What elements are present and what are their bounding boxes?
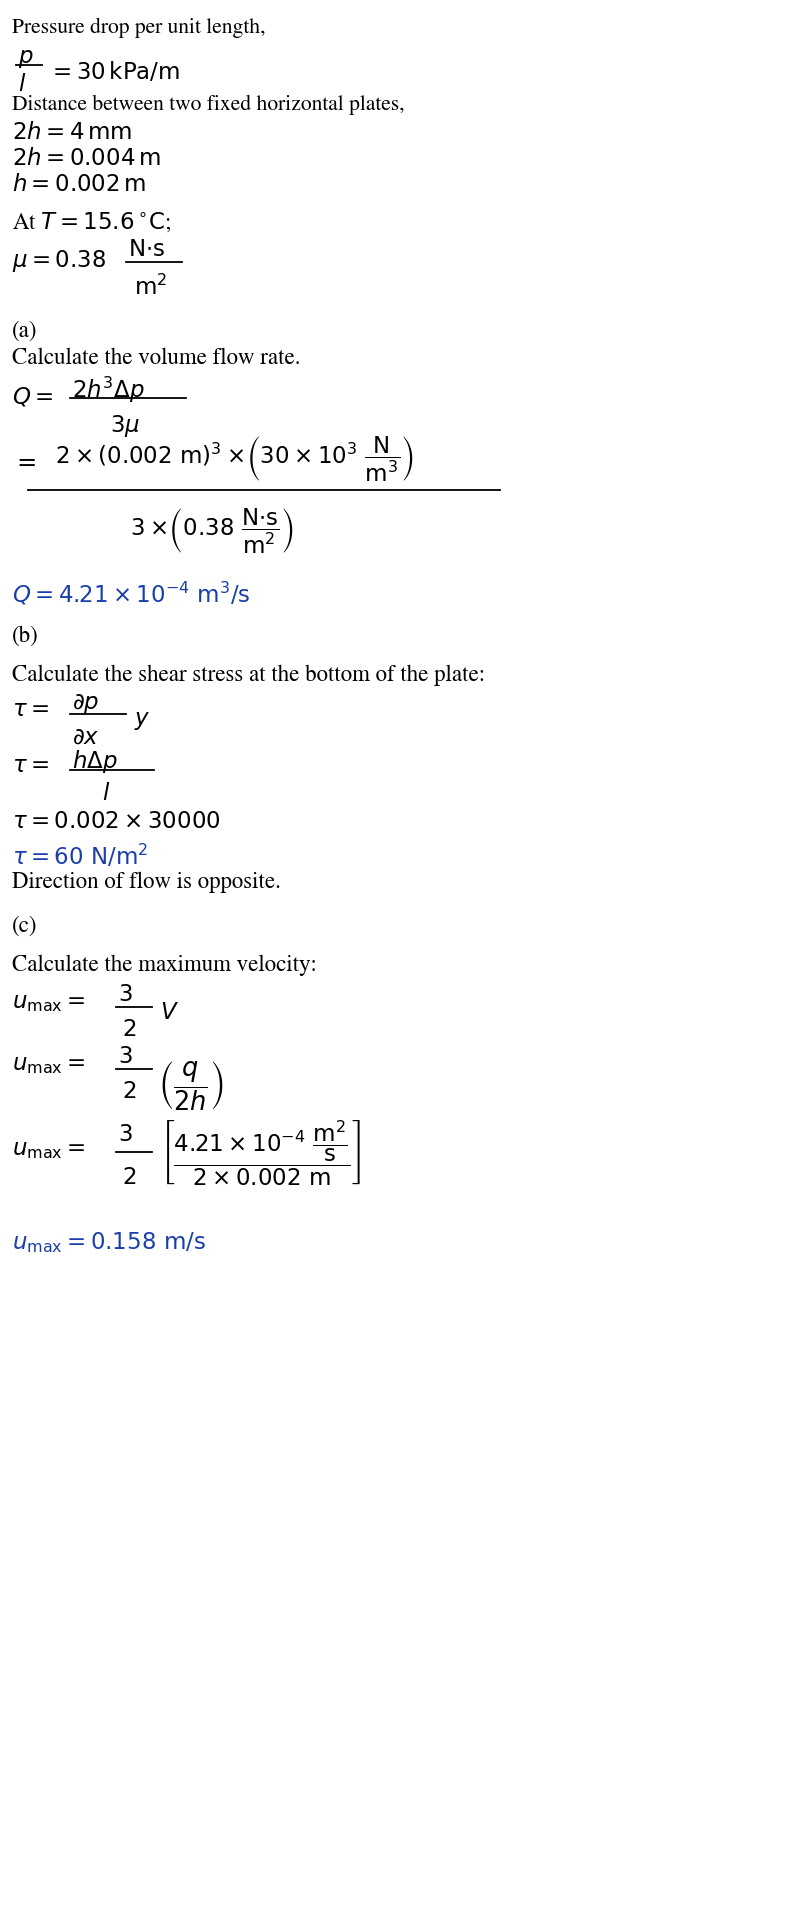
Text: $\mathrm{m}^2$: $\mathrm{m}^2$ xyxy=(134,274,167,301)
Text: $V$: $V$ xyxy=(160,1003,179,1024)
Text: $\left[\dfrac{4.21\times10^{-4}\ \dfrac{\mathrm{m}^2}{\mathrm{s}}}{2\times0.002\: $\left[\dfrac{4.21\times10^{-4}\ \dfrac{… xyxy=(160,1118,361,1187)
Text: $Q = $: $Q = $ xyxy=(12,385,54,408)
Text: $2$: $2$ xyxy=(122,1081,136,1104)
Text: $u_{\mathrm{max}} = $: $u_{\mathrm{max}} = $ xyxy=(12,1054,86,1075)
Text: $\tau = $: $\tau = $ xyxy=(12,755,49,778)
Text: $3$: $3$ xyxy=(118,1125,133,1146)
Text: Calculate the shear stress at the bottom of the plate:: Calculate the shear stress at the bottom… xyxy=(12,665,485,686)
Text: $l$: $l$ xyxy=(102,782,110,805)
Text: (c): (c) xyxy=(12,914,38,935)
Text: $2h = 0.004\,\mathrm{m}$: $2h = 0.004\,\mathrm{m}$ xyxy=(12,148,161,171)
Text: $u_{\mathrm{max}} = $: $u_{\mathrm{max}} = $ xyxy=(12,1141,86,1162)
Text: $l$: $l$ xyxy=(18,75,26,96)
Text: (b): (b) xyxy=(12,625,38,646)
Text: $\mu = 0.38$: $\mu = 0.38$ xyxy=(12,247,106,274)
Text: $\mathrm{N{\cdot}s}$: $\mathrm{N{\cdot}s}$ xyxy=(128,240,165,261)
Text: $2$: $2$ xyxy=(122,1020,136,1041)
Text: $\partial x$: $\partial x$ xyxy=(72,727,99,748)
Text: $\tau = 60\ \mathrm{N/m}^2$: $\tau = 60\ \mathrm{N/m}^2$ xyxy=(12,843,148,870)
Text: $3\mu$: $3\mu$ xyxy=(110,412,140,439)
Text: $y$: $y$ xyxy=(134,709,150,732)
Text: (a): (a) xyxy=(12,320,38,341)
Text: $\tau = 0.002\times30000$: $\tau = 0.002\times30000$ xyxy=(12,813,221,834)
Text: $\partial p$: $\partial p$ xyxy=(72,692,99,717)
Text: $\tau = $: $\tau = $ xyxy=(12,700,49,721)
Text: $Q = 4.21\times10^{-4}\ \mathrm{m}^3/\mathrm{s}$: $Q = 4.21\times10^{-4}\ \mathrm{m}^3/\ma… xyxy=(12,581,250,608)
Text: Direction of flow is opposite.: Direction of flow is opposite. xyxy=(12,872,281,893)
Text: $\left(\dfrac{q}{2h}\right)$: $\left(\dfrac{q}{2h}\right)$ xyxy=(158,1060,223,1114)
Text: $2$: $2$ xyxy=(122,1167,136,1189)
Text: Distance between two fixed horizontal plates,: Distance between two fixed horizontal pl… xyxy=(12,96,405,115)
Text: $p$: $p$ xyxy=(18,48,34,71)
Text: $2h^3\Delta p$: $2h^3\Delta p$ xyxy=(72,376,145,404)
Text: $=$: $=$ xyxy=(12,452,37,473)
Text: Calculate the volume flow rate.: Calculate the volume flow rate. xyxy=(12,349,301,370)
Text: Pressure drop per unit length,: Pressure drop per unit length, xyxy=(12,17,266,38)
Text: $2h = 4\,\mathrm{mm}$: $2h = 4\,\mathrm{mm}$ xyxy=(12,123,132,144)
Text: $3$: $3$ xyxy=(118,1047,133,1068)
Text: $u_{\mathrm{max}} = $: $u_{\mathrm{max}} = $ xyxy=(12,993,86,1014)
Text: $2\times(0.002\ \mathrm{m})^3\times\!\left(30\times10^3\ \dfrac{\mathrm{N}}{\mat: $2\times(0.002\ \mathrm{m})^3\times\!\le… xyxy=(55,435,414,485)
Text: At $T = 15.6\,^{\circ}\mathrm{C}$;: At $T = 15.6\,^{\circ}\mathrm{C}$; xyxy=(12,211,171,234)
Text: $h = 0.002\,\mathrm{m}$: $h = 0.002\,\mathrm{m}$ xyxy=(12,174,146,196)
Text: $3$: $3$ xyxy=(118,985,133,1006)
Text: $u_{\mathrm{max}} = 0.158\ \mathrm{m/s}$: $u_{\mathrm{max}} = 0.158\ \mathrm{m/s}$ xyxy=(12,1231,206,1256)
Text: $3\times\!\left(0.38\ \dfrac{\mathrm{N{\cdot}s}}{\mathrm{m}^2}\right)$: $3\times\!\left(0.38\ \dfrac{\mathrm{N{\… xyxy=(130,506,294,556)
Text: $= 30\,\mathrm{kPa/m}$: $= 30\,\mathrm{kPa/m}$ xyxy=(48,59,180,84)
Text: $h\Delta p$: $h\Delta p$ xyxy=(72,748,118,774)
Text: Calculate the maximum velocity:: Calculate the maximum velocity: xyxy=(12,955,317,976)
